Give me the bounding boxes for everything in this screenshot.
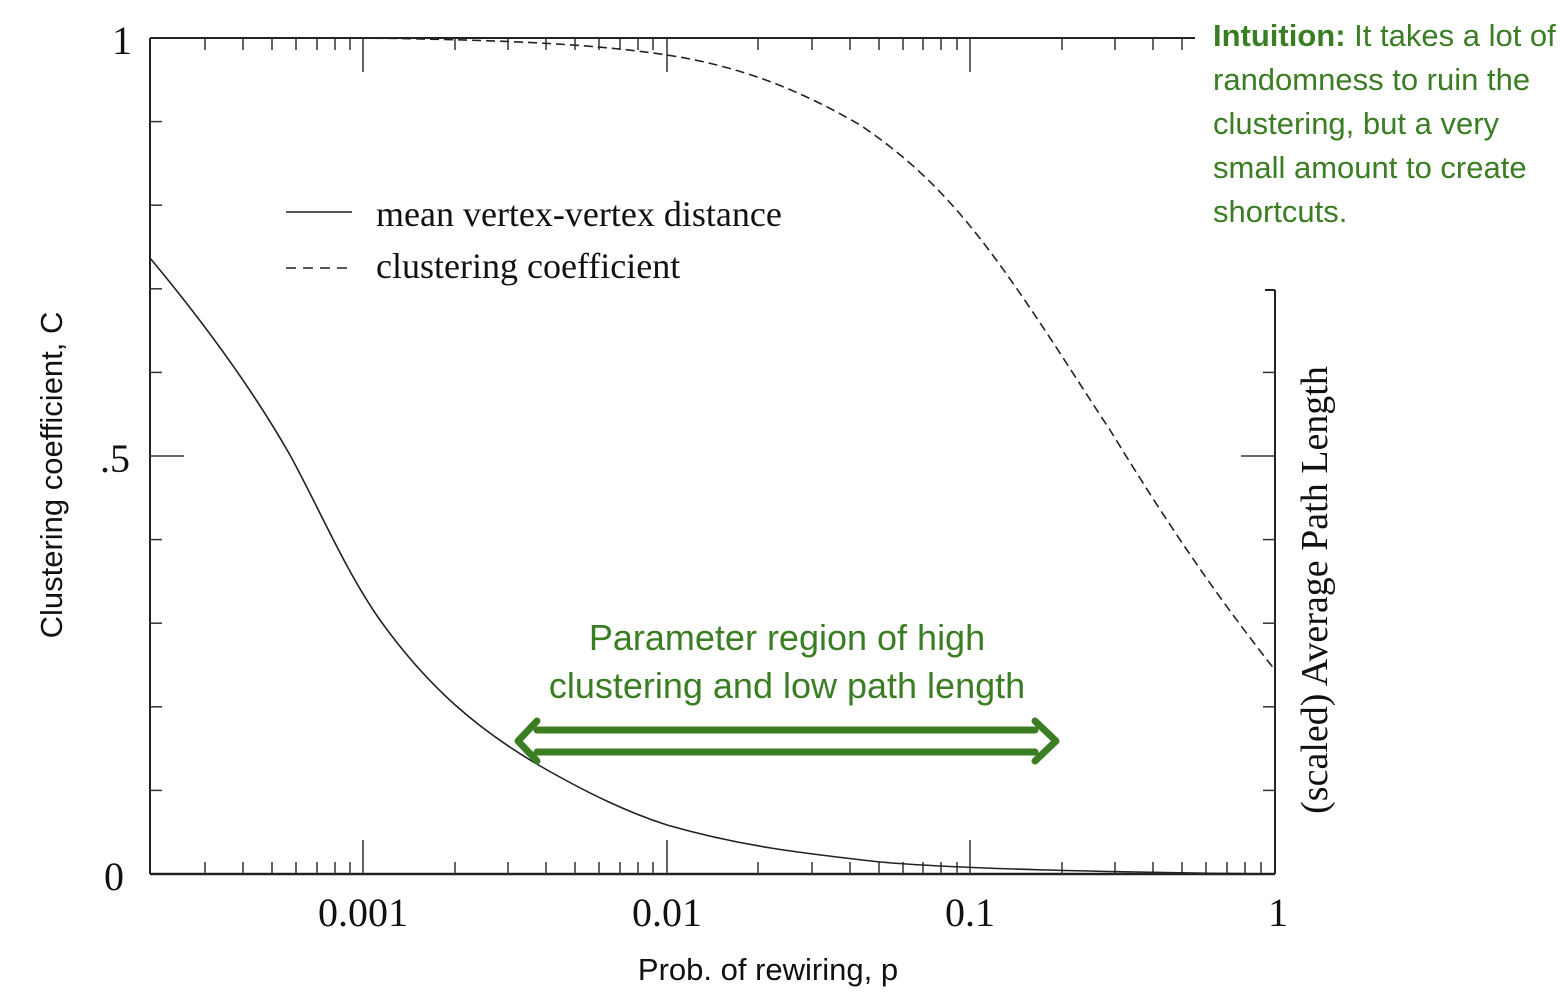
x-tick-label-001: 0.01 (632, 890, 702, 935)
y-tick-label-1: 1 (112, 18, 132, 63)
x-tick-label-1: 1 (1268, 890, 1288, 935)
legend-label-clustering: clustering coefficient (376, 246, 680, 286)
intuition-heading: Intuition: (1213, 18, 1346, 53)
intuition-note: Intuition: It takes a lot of randomness … (1213, 14, 1558, 234)
legend: mean vertex-vertex distance clustering c… (286, 194, 782, 286)
intuition-body: It takes a lot of randomness to ruin the… (1213, 18, 1556, 229)
y-tick-label-0: 0 (104, 854, 124, 899)
region-annotation: Parameter region of high clustering and … (514, 617, 1060, 765)
y-axis-title-left: Clustering coefficient, C (34, 312, 69, 639)
region-label-line2: clustering and low path length (549, 665, 1025, 706)
y-tick-label-half: .5 (100, 436, 130, 481)
x-tick-label-01: 0.1 (945, 890, 995, 935)
x-axis-ticks-bottom (204, 840, 1262, 874)
series-clustering-coefficient (150, 37, 1276, 671)
x-tick-label-0001: 0.001 (318, 890, 408, 935)
y-axis-ticks-right (1241, 371, 1275, 792)
series-mean-vertex-distance (149, 257, 1276, 875)
region-label-line1: Parameter region of high (589, 617, 985, 658)
y-axis-title-right: (scaled) Average Path Length (1294, 366, 1336, 814)
double-arrow-icon (514, 717, 1060, 765)
x-axis-ticks-top (204, 38, 1183, 72)
legend-label-mean-distance: mean vertex-vertex distance (376, 194, 782, 234)
y-axis-ticks-left (150, 120, 184, 792)
x-axis-title: Prob. of rewiring, p (638, 952, 898, 987)
